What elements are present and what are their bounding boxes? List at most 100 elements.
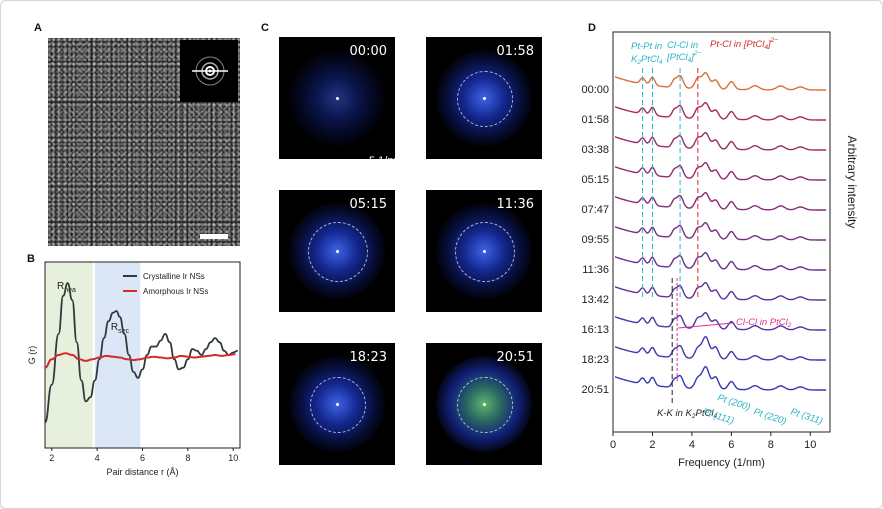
fft-center: [335, 402, 339, 406]
fft-ring: [310, 377, 366, 433]
spectrum-line: [614, 365, 827, 391]
panel-b-letter: B: [27, 253, 35, 265]
spectrum-line: [614, 311, 827, 331]
y-axis-label: G (r): [27, 346, 37, 365]
series-label: 05:15: [581, 174, 609, 186]
annotation-sup: 2−: [770, 37, 779, 44]
series-line: [44, 282, 238, 424]
annotation: Cl-Cl in: [667, 40, 698, 51]
plot-frame: [612, 31, 831, 433]
fft-center: [482, 402, 486, 406]
x-tick-label: 6: [140, 453, 145, 463]
x-tick-label: 0: [610, 439, 616, 451]
spectrum-line: [614, 251, 827, 271]
y-axis-label: Arbitrary intensity: [845, 136, 859, 229]
series-label: 16:13: [581, 324, 609, 336]
annotation-sub2: 4: [659, 59, 663, 66]
fft-ring: [457, 377, 513, 433]
x-tick-label: 4: [95, 453, 100, 463]
annotation: Pt (200): [716, 392, 752, 413]
annotation-sub: 2: [691, 413, 696, 420]
spectra-chart: 00:00 01:58 03:38 05:15 07:47 09:55 11:36 13:42…: [581, 31, 859, 469]
fft-time: 20:51: [496, 350, 534, 365]
annotation: Pt-Pt in: [631, 41, 662, 52]
x-tick-label: 6: [728, 439, 734, 451]
series-label: 20:51: [581, 384, 609, 396]
annotation-sub: 2: [636, 59, 641, 66]
series-label: 11:36: [582, 264, 609, 276]
annotation-tail: PtCl: [641, 54, 660, 65]
annotation-sub: 2: [787, 322, 792, 329]
x-tick-label: 10: [228, 453, 238, 463]
annotation: Pt (311): [789, 406, 824, 427]
annotation-tail: PtCl: [695, 408, 714, 419]
x-axis-label: Frequency (1/nm): [678, 457, 765, 469]
fft-center: [335, 96, 339, 100]
annotation: [PtCl4]2−: [666, 50, 701, 64]
annotation: K2PtCl4: [631, 54, 663, 66]
series-label: 01:58: [581, 114, 609, 126]
fft-frame: 18:23: [279, 343, 395, 465]
spectrum-line: [614, 191, 827, 211]
fft-frame: 01:58: [426, 37, 542, 159]
fft-ring: [457, 71, 513, 127]
fft-time: 18:23: [349, 350, 387, 365]
fft-time: 11:36: [496, 197, 534, 212]
annotation: Cl-Cl in PtCl2: [736, 317, 792, 329]
legend-entry: Amorphous Ir NSs: [143, 287, 208, 296]
fft-center: [482, 249, 486, 253]
fft-frame: 05:15: [279, 190, 395, 312]
series-label: 07:47: [581, 204, 609, 216]
fft-frame: 00:00: [279, 37, 395, 159]
shaded-region: [94, 262, 141, 448]
spectrum-line: [614, 335, 827, 361]
spectrum-line: [614, 161, 827, 181]
annotation-sub2: 4: [713, 413, 717, 420]
fft-frame: 20:51: [426, 343, 542, 465]
annotation: Pt-Cl in [PtCl4]2−: [710, 37, 778, 51]
series-label: 13:42: [581, 294, 609, 306]
annotation: Pt (220): [752, 406, 788, 427]
x-tick-label: 8: [768, 439, 774, 451]
fft-time: 05:15: [349, 197, 387, 212]
scale-bar: [200, 234, 228, 239]
spectrum-line: [614, 221, 827, 241]
series-line: [44, 352, 236, 369]
annotation-tail: ]: [767, 39, 771, 50]
series-label: 18:23: [581, 354, 609, 366]
panel-c-letter: C: [261, 22, 269, 34]
annotation-arrow: [678, 322, 734, 329]
fft-frame: 11:36: [426, 190, 542, 312]
x-tick-label: 4: [689, 439, 695, 451]
spectrum-line: [614, 131, 827, 151]
fft-center: [482, 96, 486, 100]
fft-center: [335, 249, 339, 253]
annotation-sub: 4: [764, 44, 768, 51]
legend-entry: Crystalline Ir NSs: [143, 272, 205, 281]
series-label: 09:55: [581, 234, 609, 246]
series-label: 03:38: [581, 144, 609, 156]
spectrum-line: [614, 101, 827, 121]
x-tick-label: 10: [804, 439, 816, 451]
annotation: K-K in K2PtCl4: [657, 408, 717, 420]
annotation: Pt (111): [701, 406, 735, 426]
x-tick-label: 2: [649, 439, 655, 451]
spectrum-line: [614, 281, 827, 301]
fft-scale-label: 5 1/nm: [369, 155, 403, 167]
x-tick-label: 2: [49, 453, 54, 463]
fft-ring: [455, 222, 515, 282]
series-label: 00:00: [581, 84, 609, 96]
fft-ring: [308, 222, 368, 282]
panel-a-letter: A: [34, 22, 42, 34]
fft-time: 01:58: [496, 44, 534, 59]
fft-scale-bar: [378, 172, 400, 174]
annotation-sup: 2−: [693, 50, 702, 57]
annotation-sub: 4: [688, 57, 692, 64]
diffraction-inset: [180, 40, 238, 102]
panel-d-letter: D: [588, 22, 596, 34]
x-axis-label: Pair distance r (Å): [106, 467, 178, 477]
fft-time: 00:00: [349, 44, 387, 59]
x-tick-label: 8: [185, 453, 190, 463]
annotation-tail: ]: [690, 52, 694, 63]
